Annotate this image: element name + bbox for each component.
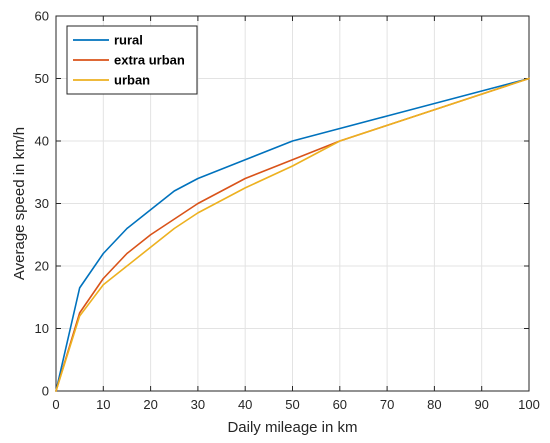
- legend-label: rural: [114, 33, 143, 48]
- x-tick-label: 100: [518, 397, 540, 412]
- y-tick-label: 50: [35, 71, 49, 86]
- x-tick-label: 60: [333, 397, 347, 412]
- x-tick-label: 20: [143, 397, 157, 412]
- series-line-rural: [55, 77, 530, 392]
- x-tick-labels: 0 10 20 30 40 50 60 70 80 90 100: [52, 397, 539, 412]
- x-tick-label: 30: [191, 397, 205, 412]
- y-tick-label: 40: [35, 134, 49, 149]
- x-tick-label: 50: [285, 397, 299, 412]
- x-tick-label: 40: [238, 397, 252, 412]
- y-axis-label: Average speed in km/h: [11, 127, 28, 280]
- series-line-urban: [55, 77, 530, 392]
- legend-label: extra urban: [114, 53, 185, 68]
- y-tick-label: 20: [35, 259, 49, 274]
- x-axis-label: Daily mileage in km: [227, 419, 357, 436]
- y-tick-label: 60: [35, 9, 49, 24]
- y-tick-label: 30: [35, 196, 49, 211]
- x-tick-label: 90: [474, 397, 488, 412]
- x-tick-label: 70: [380, 397, 394, 412]
- legend-label: urban: [114, 73, 150, 88]
- legend: rural extra urban urban: [66, 25, 198, 95]
- x-tick-label: 10: [96, 397, 110, 412]
- y-tick-label: 0: [42, 384, 49, 399]
- x-tick-label: 80: [427, 397, 441, 412]
- x-tick-label: 0: [52, 397, 59, 412]
- y-tick-label: 10: [35, 321, 49, 336]
- y-tick-labels: 0 10 20 30 40 50 60: [35, 9, 49, 399]
- series-group: [55, 77, 530, 392]
